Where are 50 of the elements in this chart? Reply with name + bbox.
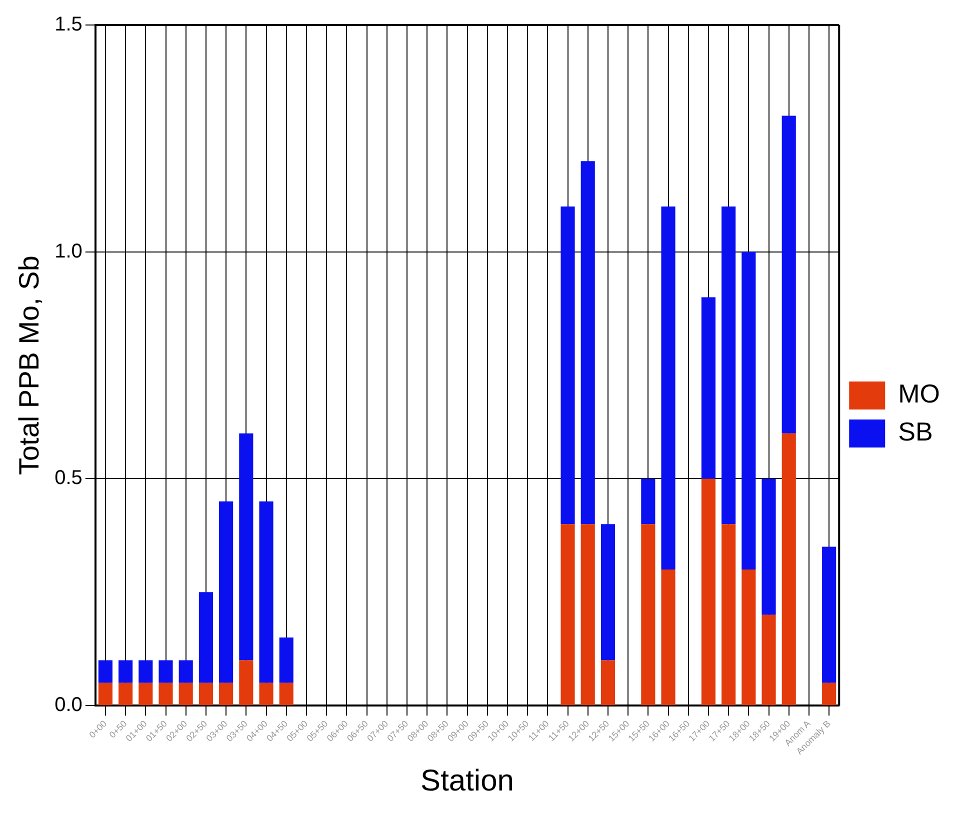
legend-label: MO xyxy=(898,378,940,409)
bar xyxy=(138,660,153,683)
bar xyxy=(158,660,173,683)
bar xyxy=(722,206,736,524)
bar xyxy=(701,478,716,706)
y-axis-title: Total PPB Mo, Sb xyxy=(14,256,45,476)
bar xyxy=(158,682,173,706)
bar xyxy=(600,524,615,660)
bar xyxy=(198,592,213,683)
bar xyxy=(118,660,133,683)
bar xyxy=(239,433,254,660)
bar xyxy=(600,660,615,706)
bar xyxy=(580,161,595,524)
bar xyxy=(661,206,676,570)
x-axis-title: Station xyxy=(420,764,514,798)
bar xyxy=(661,569,676,706)
bar xyxy=(279,682,294,706)
bar xyxy=(259,501,274,683)
bar xyxy=(279,638,294,683)
y-tick-label: 0.0 xyxy=(54,694,82,716)
bar xyxy=(722,524,736,706)
bar xyxy=(239,660,254,706)
bar xyxy=(782,116,796,434)
y-tick-label: 1.0 xyxy=(54,240,82,262)
bar xyxy=(560,524,575,706)
bar xyxy=(742,252,756,570)
bar xyxy=(118,682,133,706)
y-tick-label: 0.5 xyxy=(54,467,82,490)
bar xyxy=(782,433,796,706)
bar xyxy=(641,524,656,706)
bar xyxy=(98,660,112,683)
bar xyxy=(742,569,756,706)
bar xyxy=(198,682,213,706)
bar xyxy=(178,660,193,683)
bar xyxy=(701,297,716,479)
bar xyxy=(641,478,656,524)
bar xyxy=(560,206,575,524)
bar xyxy=(178,682,193,706)
bar xyxy=(580,524,595,706)
bar xyxy=(762,614,776,706)
bar xyxy=(762,478,776,615)
bar xyxy=(822,682,836,706)
bar xyxy=(219,682,234,706)
bar xyxy=(219,501,234,683)
y-tick-label: 1.5 xyxy=(54,14,82,36)
bar xyxy=(259,682,274,706)
bar xyxy=(138,682,153,706)
bar xyxy=(98,682,112,706)
bar xyxy=(822,546,836,683)
legend-label: SB xyxy=(898,416,933,447)
